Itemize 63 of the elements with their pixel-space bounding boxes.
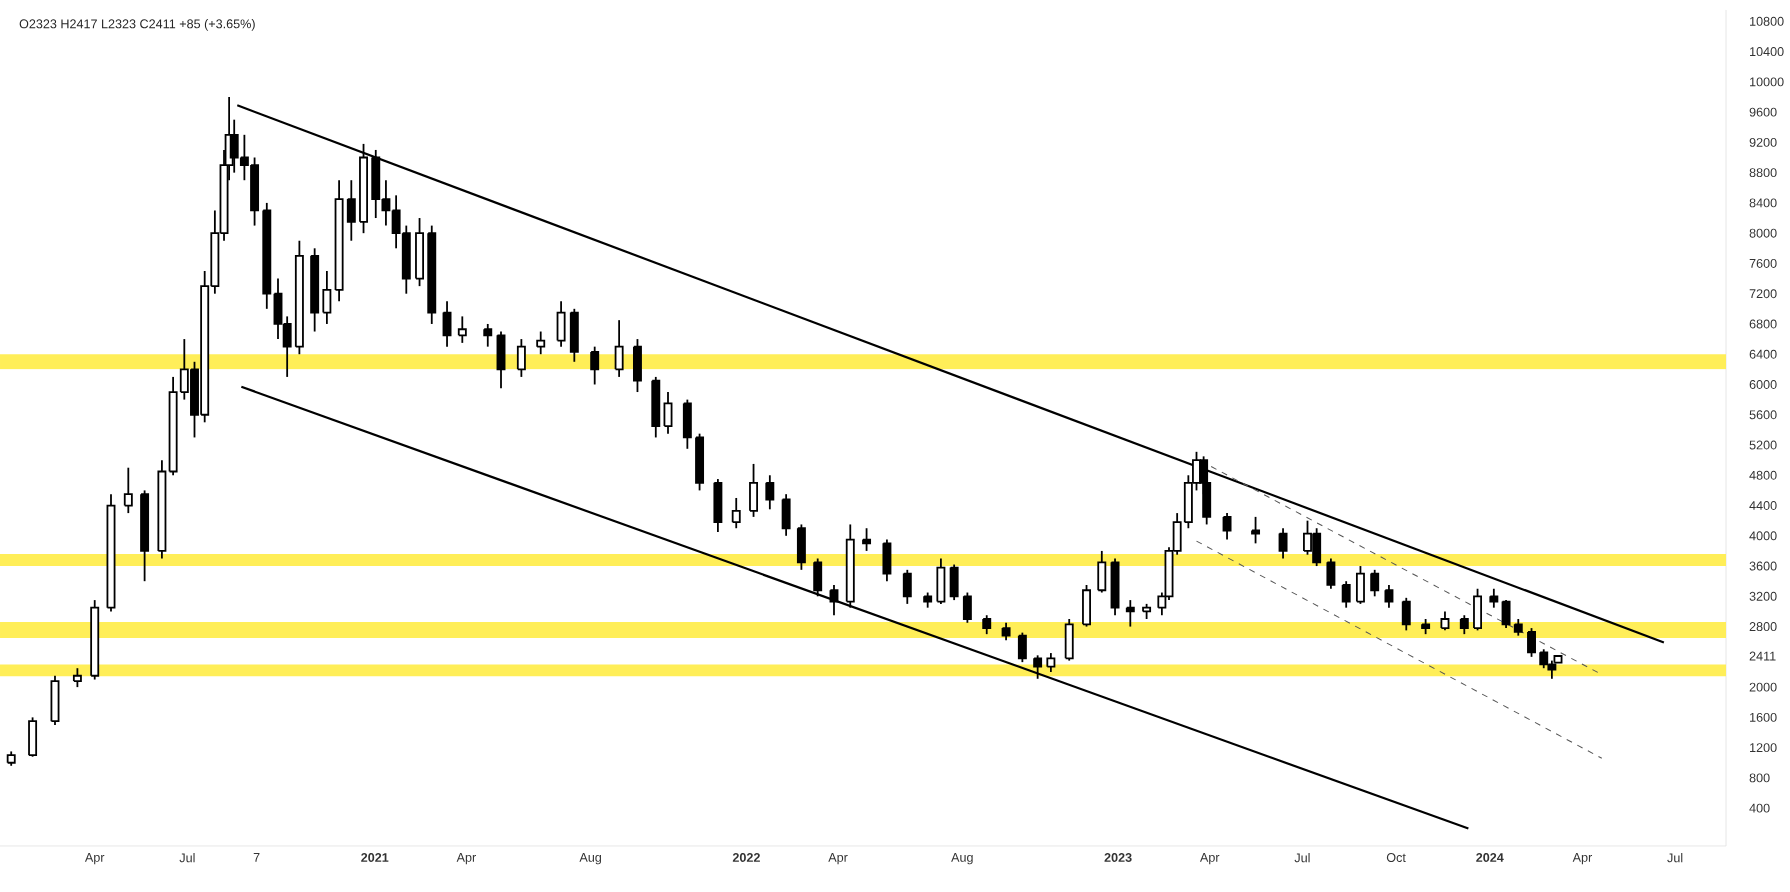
y-tick-label: 10800 <box>1750 16 1784 26</box>
y-tick-label: 10400 <box>1750 47 1784 57</box>
y-tick-label: 2000 <box>1749 682 1777 692</box>
x-tick-label: Jul <box>1294 853 1310 863</box>
y-tick-label: 7600 <box>1749 258 1777 268</box>
x-tick-label: 2021 <box>361 853 389 862</box>
y-tick-label: 8000 <box>1749 228 1777 238</box>
x-tick-label: Apr <box>1572 853 1593 865</box>
y-tick-label: 400 <box>1749 803 1770 813</box>
candlestick <box>731 497 741 530</box>
candlestick <box>781 493 791 537</box>
candlestick <box>845 523 855 609</box>
x-tick-label: Oct <box>1386 853 1406 862</box>
y-tick-label: 4400 <box>1749 501 1777 510</box>
y-tick-label: 8400 <box>1749 198 1777 208</box>
y-tick-label: 2800 <box>1749 622 1777 632</box>
y-tick-label: 2411 <box>1749 651 1776 661</box>
y-tick-label: 4000 <box>1749 531 1777 541</box>
candlestick <box>765 474 775 511</box>
candlestick <box>262 202 272 310</box>
y-tick-label: 7200 <box>1749 289 1777 299</box>
x-tick-label: 2022 <box>732 853 760 862</box>
candlestick <box>334 179 344 303</box>
x-tick-label: 2024 <box>1476 853 1504 862</box>
y-tick-label: 6400 <box>1749 349 1777 359</box>
y-tick-label: 3200 <box>1749 591 1777 601</box>
y-tick-label: 8800 <box>1749 168 1777 178</box>
x-tick-label: Apr <box>456 853 476 865</box>
x-tick-label: Apr <box>1199 853 1220 865</box>
x-tick-label: Aug <box>579 853 602 865</box>
y-tick-label: 5200 <box>1749 440 1777 450</box>
candlestick <box>556 300 566 348</box>
y-tick-label: 3600 <box>1749 561 1777 571</box>
x-tick-label: Apr <box>84 853 105 865</box>
candlestick <box>72 667 82 689</box>
x-tick-label: 7 <box>253 853 260 862</box>
y-tick-label: 1600 <box>1750 712 1777 722</box>
x-tick-label: Aug <box>951 853 973 865</box>
y-tick-label: 6000 <box>1749 380 1777 389</box>
y-tick-label: 1200 <box>1750 743 1777 753</box>
candlestick <box>346 179 356 242</box>
x-tick-label: Apr <box>828 853 848 865</box>
y-tick-label: 5600 <box>1749 410 1777 420</box>
candlestick <box>516 338 526 378</box>
candlestick <box>614 319 624 378</box>
candlestick <box>310 247 320 333</box>
x-tick-label: Jul <box>1667 853 1683 863</box>
candlestick <box>1097 550 1107 594</box>
candlestick <box>663 391 673 435</box>
candlestick <box>229 118 239 174</box>
x-tick-label: 2023 <box>1104 853 1132 862</box>
candlestick <box>123 466 133 514</box>
text: O2323 H2417 L2323 C2411 +85 (+3.65%) <box>19 19 255 31</box>
candlestick <box>1125 599 1135 628</box>
candlestick <box>322 270 332 325</box>
y-tick-label: 6800 <box>1749 319 1777 329</box>
y-tick-label: 800 <box>1749 773 1770 783</box>
y-tick-label: 9600 <box>1749 107 1777 117</box>
y-tick-label: 9200 <box>1749 137 1777 147</box>
y-tick-label: 10000 <box>1750 77 1784 87</box>
x-tick-label: Jul <box>179 853 195 863</box>
candlestick <box>457 315 467 344</box>
y-tick-label: 4800 <box>1749 470 1777 480</box>
